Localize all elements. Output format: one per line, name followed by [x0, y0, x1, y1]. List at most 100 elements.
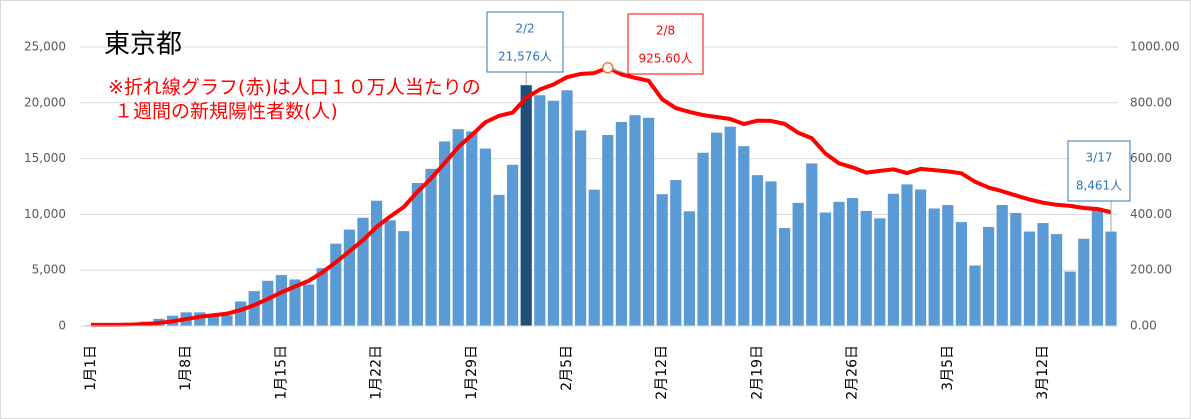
- bar: [275, 275, 287, 326]
- x-tick-label: 2月5日: [559, 345, 575, 391]
- bar: [466, 131, 478, 326]
- x-tick-label: 1月1日: [83, 345, 99, 391]
- y-tick-label: 5,000: [32, 263, 66, 277]
- bar: [969, 265, 981, 326]
- bar: [887, 193, 899, 326]
- callout-date: 2/8: [656, 24, 675, 38]
- bar: [983, 226, 995, 326]
- bar: [479, 148, 491, 326]
- bar: [942, 205, 954, 326]
- y2-tick-label: 200.00: [1130, 263, 1172, 277]
- bar: [955, 222, 967, 326]
- bar: [724, 126, 736, 326]
- bar: [643, 117, 655, 327]
- bar: [248, 291, 260, 326]
- bar: [697, 152, 709, 326]
- bar: [602, 135, 614, 326]
- bar: [792, 202, 804, 326]
- y-tick-label: 25,000: [24, 40, 66, 54]
- bar: [901, 184, 913, 326]
- y-tick-label: 10,000: [24, 207, 66, 221]
- bar: [683, 211, 695, 326]
- bar: [1078, 238, 1090, 326]
- y2-tick-label: 0.00: [1130, 319, 1157, 333]
- bar: [411, 183, 423, 326]
- bar: [874, 218, 886, 326]
- bar: [493, 194, 505, 326]
- bar: [711, 132, 723, 326]
- bar: [221, 315, 233, 326]
- bar: [303, 284, 315, 326]
- bar: [1105, 231, 1117, 326]
- bar: [738, 146, 750, 326]
- y-tick-label: 15,000: [24, 151, 66, 165]
- x-tick-label: 3月5日: [940, 345, 956, 391]
- bar: [439, 141, 451, 326]
- point-marker: [602, 62, 614, 74]
- bar: [561, 90, 573, 326]
- bar: [207, 316, 219, 326]
- callout-value: 925.60人: [639, 52, 693, 66]
- x-tick-label: 1月22日: [369, 345, 385, 400]
- bar: [779, 228, 791, 326]
- x-tick-label: 1月29日: [464, 345, 480, 400]
- y2-tick-label: 400.00: [1130, 207, 1172, 221]
- bar: [316, 268, 328, 326]
- bar: [520, 85, 532, 326]
- bar: [819, 212, 831, 326]
- x-tick-label: 3月12日: [1035, 345, 1051, 400]
- bar: [534, 95, 546, 327]
- callout-box: [1067, 140, 1131, 202]
- callout-date: 3/17: [1086, 151, 1113, 165]
- x-tick-label: 2月26日: [845, 345, 861, 400]
- callout-box: [486, 11, 564, 73]
- bar: [357, 217, 369, 326]
- bar: [343, 229, 355, 326]
- x-tick-label: 2月12日: [654, 345, 670, 400]
- x-tick-label: 1月8日: [178, 345, 194, 391]
- y2-tick-label: 600.00: [1130, 151, 1172, 165]
- y2-tick-label: 800.00: [1130, 95, 1172, 109]
- bar: [928, 208, 940, 326]
- subtitle: １週間の新規陽性者数(人): [114, 101, 338, 123]
- x-tick-label: 1月15日: [273, 345, 289, 400]
- bar: [833, 201, 845, 326]
- bar: [996, 205, 1008, 326]
- bar: [1037, 223, 1049, 326]
- bar: [575, 130, 587, 326]
- x-tick-label: 2月19日: [749, 345, 765, 400]
- callout-value: 8,461人: [1076, 179, 1122, 193]
- callout-box: [627, 13, 704, 75]
- bar: [1051, 234, 1063, 326]
- bar: [262, 280, 274, 326]
- bar: [235, 301, 247, 326]
- bar: [615, 121, 627, 326]
- y-tick-label: 20,000: [24, 95, 66, 109]
- bar: [371, 200, 383, 326]
- bar: [860, 210, 872, 326]
- callout-value: 21,576人: [498, 50, 552, 64]
- subtitle: ※折れ線グラフ(赤)は人口１０万人当たりの: [108, 77, 481, 99]
- bar: [452, 129, 464, 326]
- y2-tick-label: 1000.00: [1130, 40, 1180, 54]
- bar: [915, 189, 927, 326]
- bar: [1091, 210, 1103, 326]
- bar: [507, 164, 519, 326]
- bar: [398, 231, 410, 326]
- y-tick-label: 0: [58, 319, 66, 333]
- bar: [289, 279, 301, 326]
- bar: [1023, 231, 1035, 326]
- line: [91, 65, 1112, 327]
- bar: [670, 180, 682, 326]
- bar: [847, 198, 859, 326]
- bar: [656, 194, 668, 326]
- bar: [588, 189, 600, 326]
- callout-date: 2/2: [515, 22, 534, 36]
- bar: [629, 115, 641, 326]
- bar: [425, 168, 437, 326]
- bar: [547, 100, 559, 326]
- bar: [751, 175, 763, 326]
- bar: [194, 312, 206, 326]
- bar: [806, 163, 818, 326]
